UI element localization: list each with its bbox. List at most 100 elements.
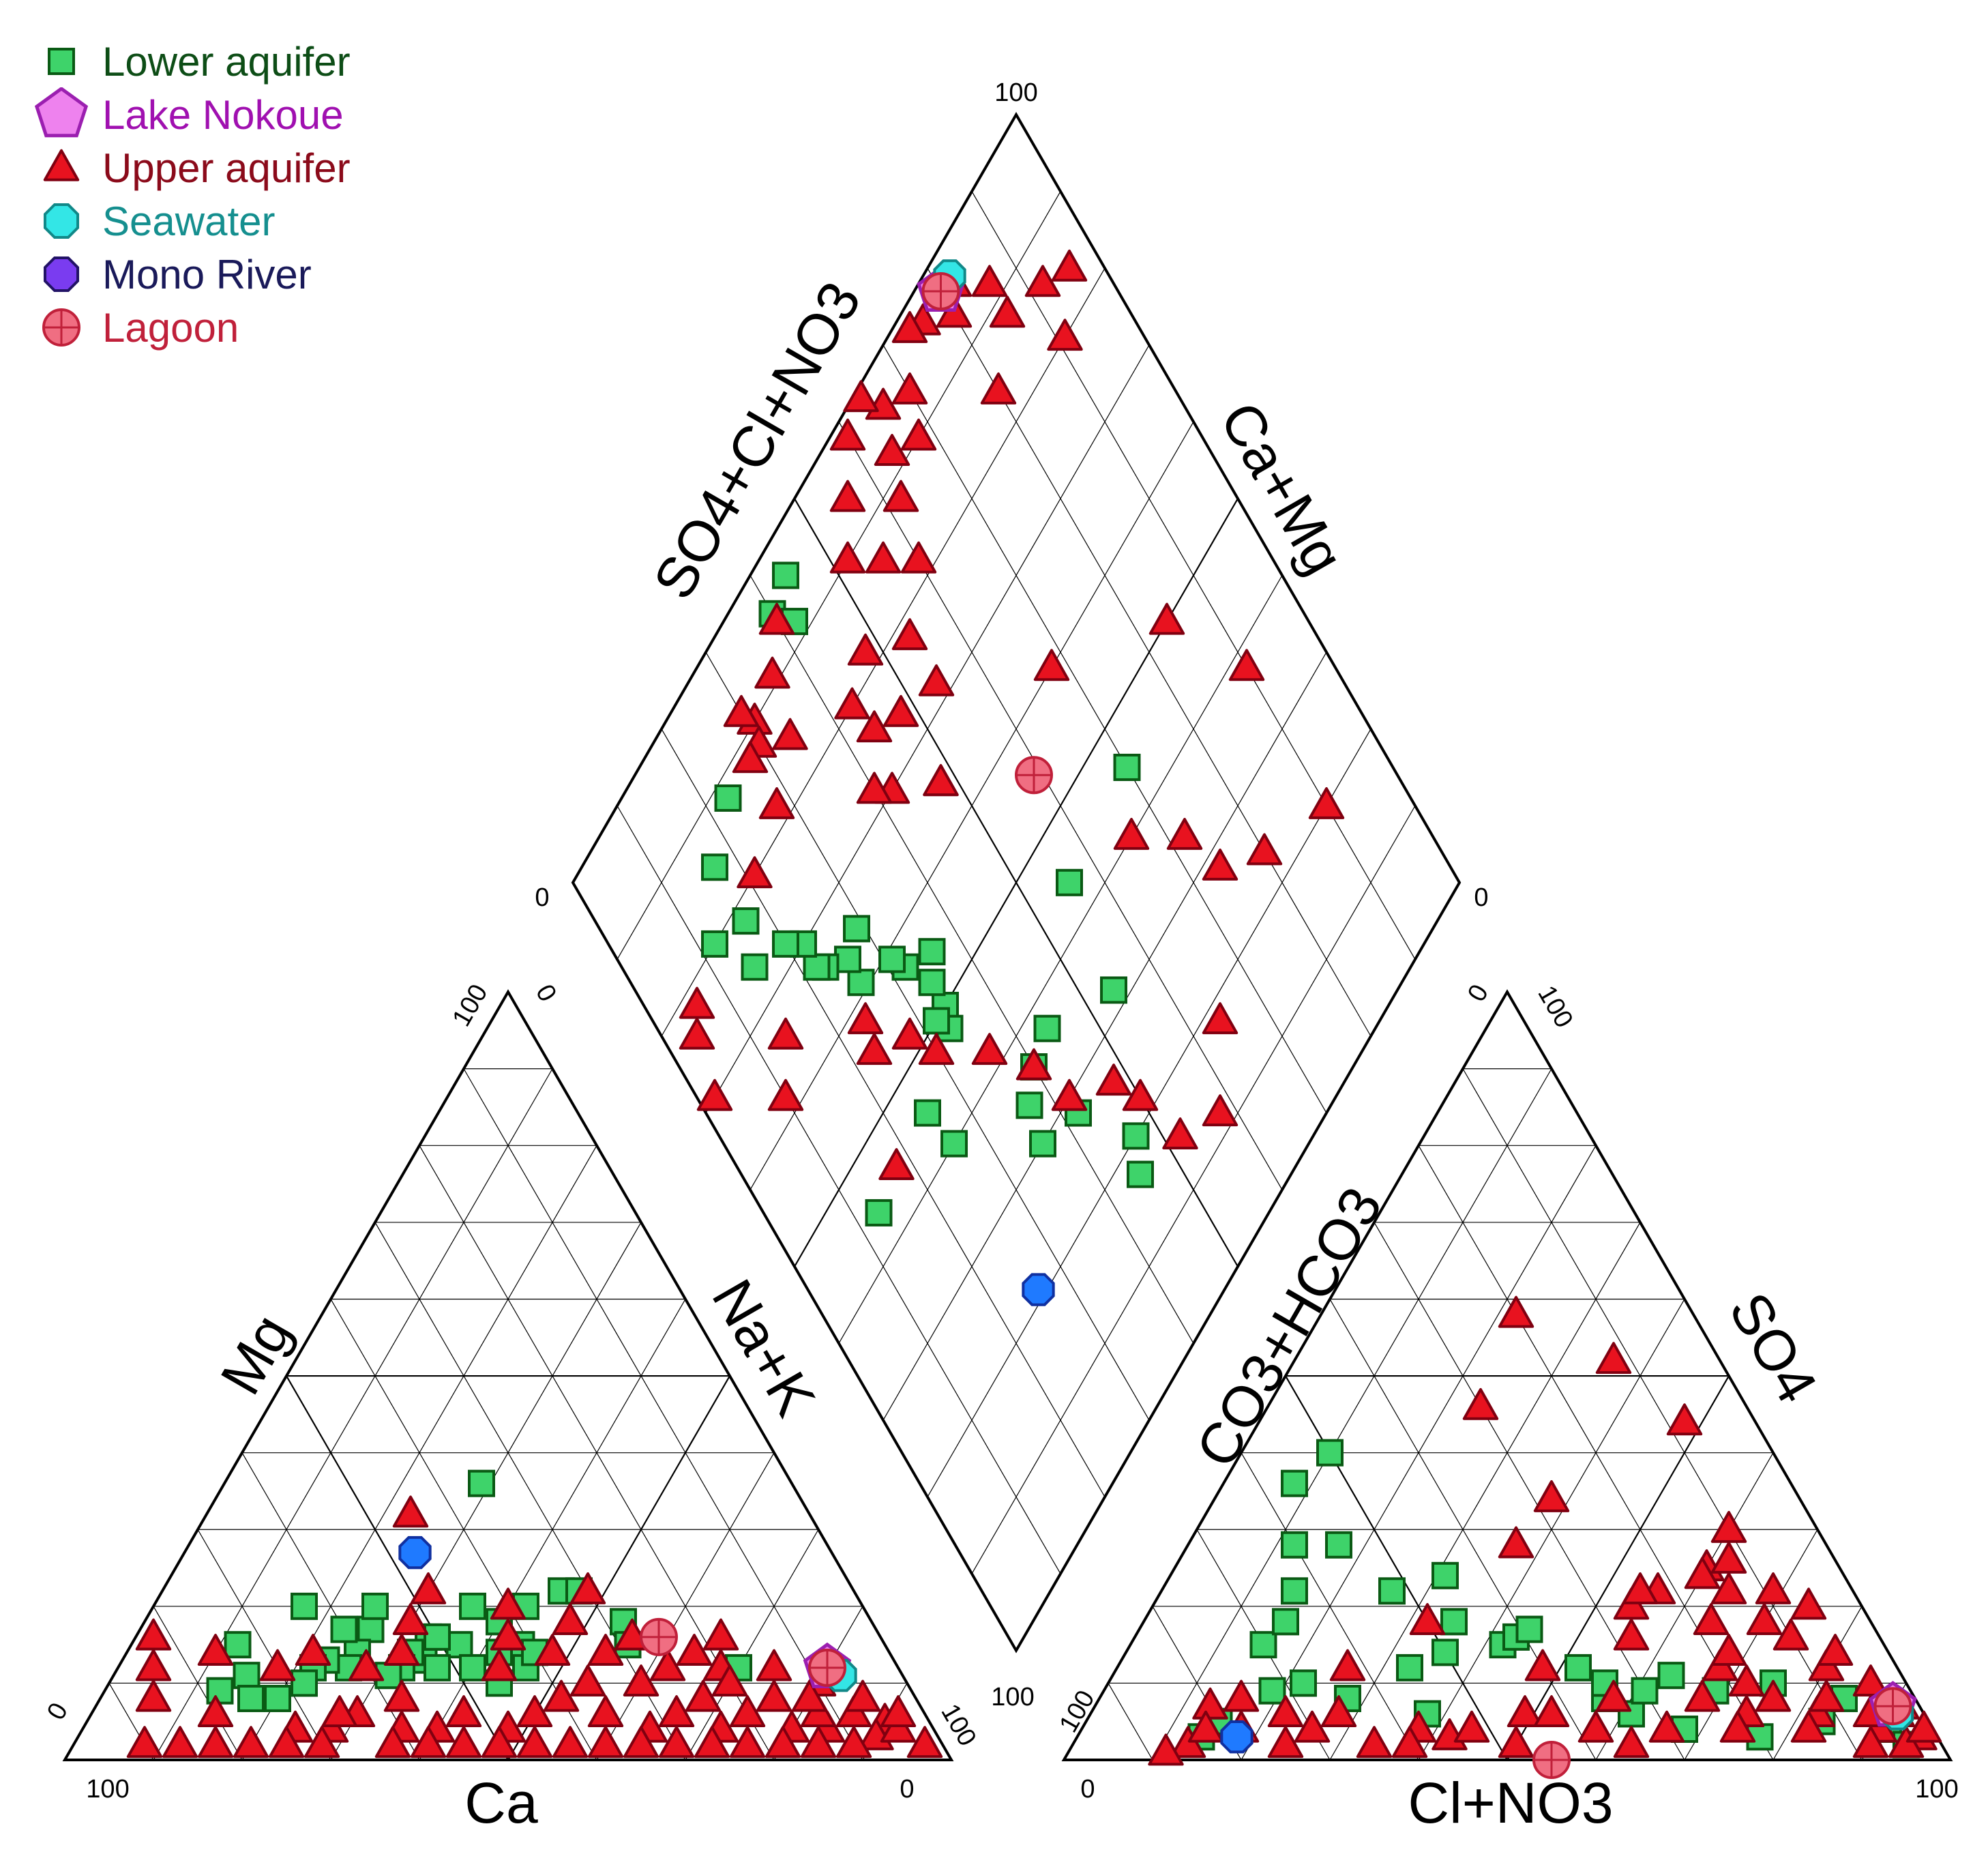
red-triangle-icon-shape <box>43 149 80 181</box>
lower-aquifer-point <box>732 907 760 935</box>
cation-triangle-grid-r <box>286 1375 509 1761</box>
upper-aquifer-point <box>1329 1649 1366 1681</box>
anion-right-title: SO4 <box>1717 1282 1829 1413</box>
lower-aquifer-point <box>291 1592 318 1620</box>
cation-triangle-frame <box>62 989 954 1761</box>
upper-aquifer-point <box>679 1017 715 1050</box>
upper-aquifer-point <box>197 1634 234 1666</box>
diamond-tick-top: 100 <box>994 78 1037 107</box>
upper-aquifer-point <box>268 1726 305 1759</box>
legend-label: Mono River <box>102 252 312 297</box>
upper-aquifer-point <box>1095 1063 1132 1096</box>
lower-aquifer-point <box>1281 1531 1308 1559</box>
upper-aquifer-point <box>135 1649 172 1681</box>
upper-aquifer-point <box>856 1033 893 1065</box>
upper-aquifer-point <box>1356 1726 1393 1759</box>
upper-aquifer-point <box>696 1078 733 1111</box>
lower-aquifer-point <box>1431 1638 1459 1666</box>
lower-aquifer-point <box>233 1662 261 1690</box>
lower-aquifer-point <box>701 853 728 881</box>
diamond-grid-a <box>838 422 1283 1190</box>
upper-aquifer-point <box>552 1603 589 1635</box>
upper-aquifer-point <box>1202 849 1238 881</box>
upper-aquifer-point <box>1693 1603 1730 1635</box>
upper-aquifer-point <box>1294 1710 1331 1743</box>
upper-aquifer-point <box>906 1726 943 1759</box>
upper-aquifer-point <box>1308 787 1345 819</box>
upper-aquifer-point <box>552 1726 589 1759</box>
cation-triangle-grid-l <box>685 1529 819 1761</box>
red-triangle-icon <box>43 149 80 181</box>
lower-aquifer-point <box>1515 1615 1543 1643</box>
anion-tick-top-right: 100 <box>1532 981 1578 1033</box>
upper-aquifer-point <box>900 541 937 574</box>
anion-triangle-grid-r <box>1462 1068 1863 1761</box>
anion-tick-top-left: 0 <box>1462 980 1494 1006</box>
lower-aquifer-point <box>1056 868 1083 896</box>
frames <box>62 112 1953 1761</box>
cation-tick-bottom-right: 0 <box>900 1775 914 1804</box>
lower-aquifer-point <box>918 938 946 966</box>
upper-aquifer-point <box>878 1148 915 1180</box>
upper-aquifer-point <box>1533 1695 1570 1728</box>
upper-aquifer-point <box>918 664 955 696</box>
upper-aquifer-point <box>410 1572 447 1604</box>
anion-triangle-grid-r <box>1241 1452 1419 1761</box>
upper-aquifer-point <box>791 1679 828 1712</box>
upper-aquifer-point <box>767 1078 804 1111</box>
cation-tick-top-right: 0 <box>530 980 562 1006</box>
upper-aquifer-point <box>1267 1695 1304 1728</box>
diamond-tick-left: 0 <box>535 883 549 912</box>
upper-aquifer-point <box>1905 1710 1942 1743</box>
mono-river-point <box>398 1535 432 1570</box>
lower-aquifer-point <box>701 930 728 958</box>
lower-aquifer-point <box>803 953 831 981</box>
upper-aquifer-point <box>259 1649 296 1681</box>
upper-aquifer-point <box>1524 1649 1561 1681</box>
anion-triangle-frame <box>1061 989 1953 1761</box>
legend-label: Lagoon <box>102 305 239 351</box>
diamond-grid-b <box>617 191 1061 960</box>
upper-aquifer-point <box>900 418 937 451</box>
upper-aquifer-point <box>410 1726 447 1759</box>
cation-left-title: Mg <box>208 1304 303 1405</box>
upper-aquifer-point <box>800 1726 837 1759</box>
cyan-octagon-icon-shape <box>43 203 80 239</box>
anion-tick-bottom-left: 0 <box>1080 1775 1095 1804</box>
upper-aquifer-point <box>658 1695 695 1728</box>
upper-aquifer-point <box>295 1634 331 1666</box>
diamond-frame <box>571 112 1462 1653</box>
upper-aquifer-point <box>1684 1557 1721 1589</box>
lower-aquifer-point <box>741 953 769 981</box>
upper-aquifer-point <box>481 1649 518 1681</box>
upper-aquifer-point <box>732 741 769 774</box>
upper-aquifer-point <box>829 418 866 451</box>
upper-aquifer-point <box>756 1649 792 1681</box>
upper-aquifer-point <box>1507 1695 1543 1728</box>
lower-aquifer-point <box>1033 1014 1061 1042</box>
lower-aquifer-point <box>424 1653 451 1681</box>
upper-aquifer-point <box>1113 817 1150 850</box>
upper-aquifer-point <box>865 541 902 574</box>
upper-aquifer-point <box>623 1664 659 1697</box>
upper-aquifer-point <box>729 1726 766 1759</box>
lower-aquifer-point <box>1378 1577 1406 1605</box>
cation-triangle-grid-r <box>419 1145 775 1761</box>
cation-triangle-grid-r <box>374 1222 686 1761</box>
upper-aquifer-point <box>1710 1572 1747 1604</box>
lower-aquifer-point <box>330 1615 358 1643</box>
lower-aquifer-point <box>847 969 875 997</box>
upper-aquifer-point <box>135 1679 172 1712</box>
lower-aquifer-point <box>224 1631 252 1659</box>
upper-aquifer-point <box>569 1572 606 1604</box>
upper-aquifer-point <box>348 1649 385 1681</box>
legend-item-mono-river: Mono River <box>27 247 409 300</box>
lower-aquifer-point <box>1316 1439 1344 1467</box>
upper-aquifer-point <box>1790 1710 1827 1743</box>
anion-triangle-grid-l <box>1507 1375 1730 1761</box>
cation-bottom-title: Ca <box>464 1771 538 1835</box>
upper-aquifer-point <box>711 1664 748 1697</box>
upper-aquifer-point <box>1666 1403 1703 1436</box>
lower-aquifer-point <box>1325 1531 1352 1559</box>
